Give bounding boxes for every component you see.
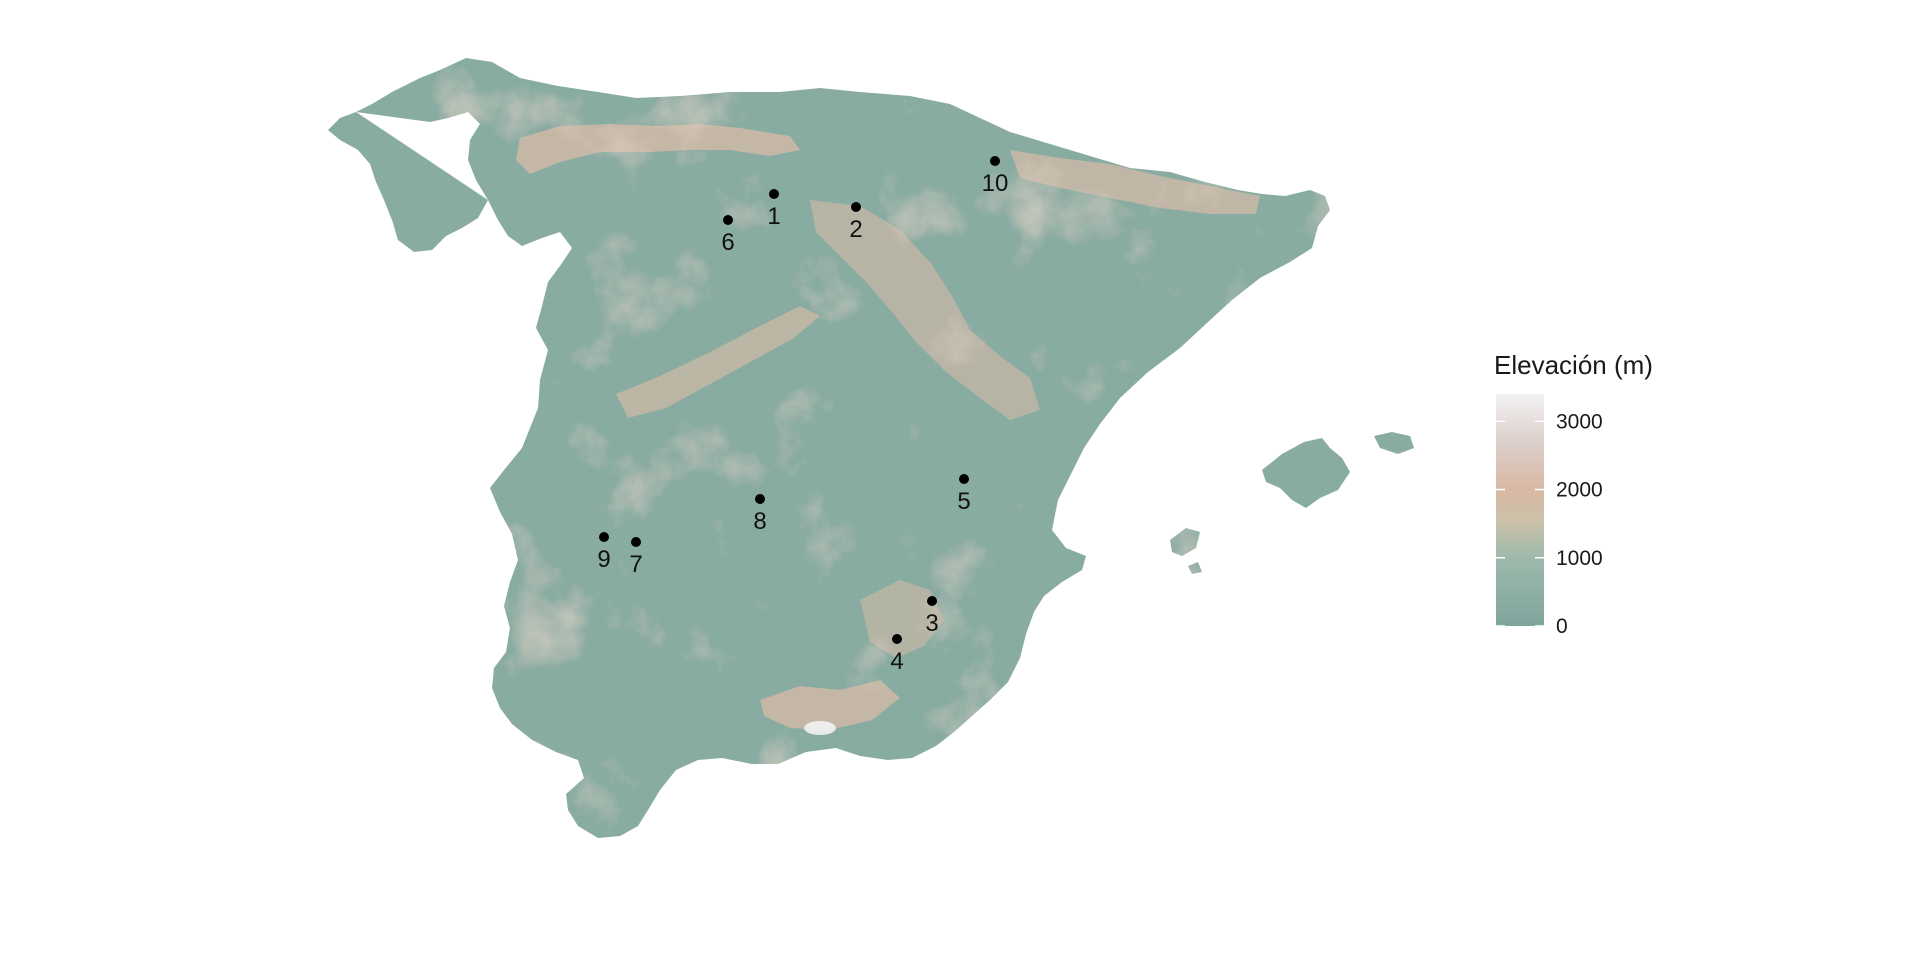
betic-system (860, 580, 944, 658)
land-mass (328, 58, 1330, 838)
site-point (755, 494, 765, 504)
site-point (892, 634, 902, 644)
site-markers: 1 2 34 5 6 7 8 9 10 (597, 156, 1008, 675)
iberian-system (810, 200, 1040, 420)
site-8: 8 (753, 494, 767, 535)
site-label: 6 (721, 229, 734, 256)
legend-colorbar (1496, 394, 1544, 626)
site-label: 2 (849, 216, 862, 243)
site-label: 1 (767, 203, 780, 230)
site-label: 8 (753, 508, 766, 535)
site-9: 9 (597, 532, 611, 573)
central-system (616, 306, 820, 418)
elevation-legend: Elevación (m) 3000 2000 1000 0 (1494, 350, 1653, 638)
sierra-nevada-peak (804, 721, 836, 735)
site-5: 5 (957, 474, 971, 515)
site-6: 6 (721, 215, 735, 256)
cantabrian-mountains (516, 124, 800, 174)
site-point (990, 156, 1000, 166)
iberian-peninsula (328, 58, 1330, 838)
site-point (769, 189, 779, 199)
site-label: 5 (957, 488, 970, 515)
site-label: 7 (629, 551, 642, 578)
formentera (1188, 562, 1202, 574)
legend-tick-label: 2000 (1556, 479, 1603, 502)
pyrenees (1010, 150, 1260, 214)
site-4: 4 (890, 634, 904, 675)
site-point (927, 596, 937, 606)
mallorca (1262, 438, 1350, 508)
site-3: 3 (925, 596, 939, 637)
site-label: 9 (597, 546, 610, 573)
site-10: 10 (982, 156, 1009, 197)
legend-ticks: 3000 2000 1000 0 (1496, 410, 1603, 638)
site-point (723, 215, 733, 225)
site-label: 10 (982, 170, 1009, 197)
site-point (631, 537, 641, 547)
legend-tick-label: 1000 (1556, 547, 1603, 570)
site-point (959, 474, 969, 484)
legend-tick-label: 0 (1556, 615, 1568, 638)
ibiza (1170, 528, 1200, 556)
site-label: 3 (925, 610, 938, 637)
site-7: 7 (629, 537, 643, 578)
site-2: 2 (849, 202, 863, 243)
legend-tick-label: 3000 (1556, 410, 1603, 433)
site-point (851, 202, 861, 212)
menorca (1374, 432, 1414, 454)
site-1: 1 (767, 189, 781, 230)
sierra-nevada (760, 680, 900, 730)
legend-title: Elevación (m) (1494, 350, 1653, 380)
site-point (599, 532, 609, 542)
site-label: 4 (890, 648, 903, 675)
balearic-islands (1170, 432, 1414, 574)
